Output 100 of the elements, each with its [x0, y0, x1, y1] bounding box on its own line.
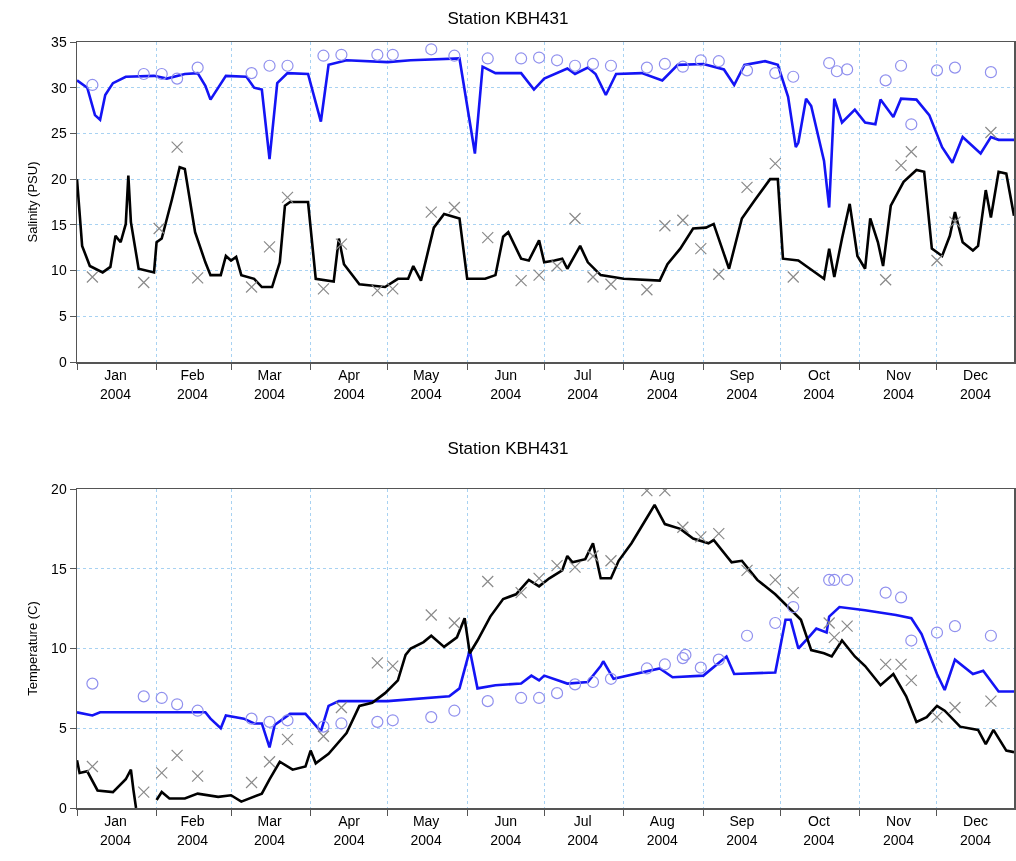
point: [371, 48, 384, 61]
point: [984, 66, 997, 79]
point: [604, 554, 618, 567]
y-tick-label: 15: [51, 560, 67, 577]
x-tick-label: Mar 2004: [253, 367, 286, 402]
point: [153, 222, 166, 235]
chart-title: Station KBH431: [447, 438, 569, 458]
point: [86, 78, 99, 92]
point: [568, 212, 582, 225]
line-series: [77, 605, 1014, 749]
point: [281, 714, 294, 727]
x-tick-label: Oct 2004: [803, 813, 835, 848]
point: [281, 59, 294, 72]
point: [712, 527, 725, 540]
x-tick-label: May 2004: [410, 367, 442, 402]
point: [317, 49, 330, 62]
point: [658, 57, 671, 71]
point: [515, 52, 528, 65]
point: [586, 57, 600, 71]
y-tick-label: 30: [51, 79, 67, 96]
point: [191, 770, 204, 783]
point: [984, 695, 997, 708]
point: [879, 273, 892, 286]
x-tick-label: Jun 2004: [490, 367, 522, 402]
point: [676, 214, 689, 227]
y-tick-label: 10: [51, 640, 67, 657]
x-tick-label: Sep 2004: [726, 367, 758, 402]
point: [640, 662, 653, 675]
point: [532, 51, 546, 64]
point: [823, 56, 836, 70]
point: [787, 586, 800, 599]
point: [371, 284, 384, 297]
point: [568, 678, 582, 691]
point: [740, 564, 754, 577]
point: [640, 61, 653, 74]
point: [191, 61, 204, 74]
point: [604, 672, 618, 685]
point: [828, 631, 841, 644]
point: [586, 675, 600, 689]
point: [841, 573, 854, 587]
point: [640, 283, 653, 296]
point: [245, 66, 258, 80]
point: [879, 586, 892, 599]
point: [550, 559, 564, 572]
point: [481, 52, 494, 65]
point: [448, 49, 461, 62]
y-axis-title: Temperature (C): [25, 601, 41, 696]
point: [335, 717, 348, 730]
point: [676, 60, 689, 73]
y-tick-label: 0: [58, 799, 67, 816]
point: [894, 591, 908, 604]
point: [679, 648, 692, 661]
point: [712, 653, 725, 666]
point: [515, 586, 528, 599]
point: [386, 282, 399, 295]
point: [481, 231, 494, 244]
point: [481, 695, 494, 708]
x-tick-label: Nov 2004: [882, 813, 915, 848]
point: [586, 270, 600, 284]
point: [769, 616, 782, 630]
point: [694, 530, 707, 543]
point: [263, 240, 276, 253]
x-tick-label: Mar 2004: [253, 813, 286, 848]
point: [137, 785, 150, 799]
point: [155, 67, 168, 81]
x-tick-label: Jul 2004: [567, 813, 599, 848]
point: [823, 573, 836, 587]
point: [515, 274, 528, 287]
point: [245, 712, 258, 725]
point: [86, 677, 99, 690]
point: [86, 760, 99, 773]
point: [371, 715, 384, 728]
point: [712, 268, 725, 281]
point: [171, 749, 184, 762]
point: [481, 575, 494, 588]
x-tick-label: Jan 2004: [99, 367, 132, 402]
point: [740, 629, 754, 642]
point: [905, 118, 918, 131]
point: [448, 704, 461, 717]
point: [740, 64, 754, 77]
point: [155, 691, 168, 705]
point: [532, 691, 546, 705]
point: [905, 145, 918, 158]
point: [317, 282, 330, 295]
x-tick-label: Apr 2004: [333, 813, 365, 848]
point: [740, 181, 754, 194]
y-tick-label: 15: [51, 216, 67, 233]
x-tick-label: Dec 2004: [959, 813, 992, 848]
point: [515, 691, 528, 705]
x-tick-label: Feb 2004: [176, 813, 209, 848]
point: [386, 714, 399, 727]
point: [137, 67, 150, 81]
point: [787, 270, 800, 284]
point: [769, 573, 782, 587]
point: [425, 205, 438, 219]
x-tick-label: Dec 2004: [959, 367, 992, 402]
point: [245, 776, 258, 789]
point: [335, 701, 348, 714]
point: [948, 620, 962, 633]
point: [769, 157, 782, 170]
